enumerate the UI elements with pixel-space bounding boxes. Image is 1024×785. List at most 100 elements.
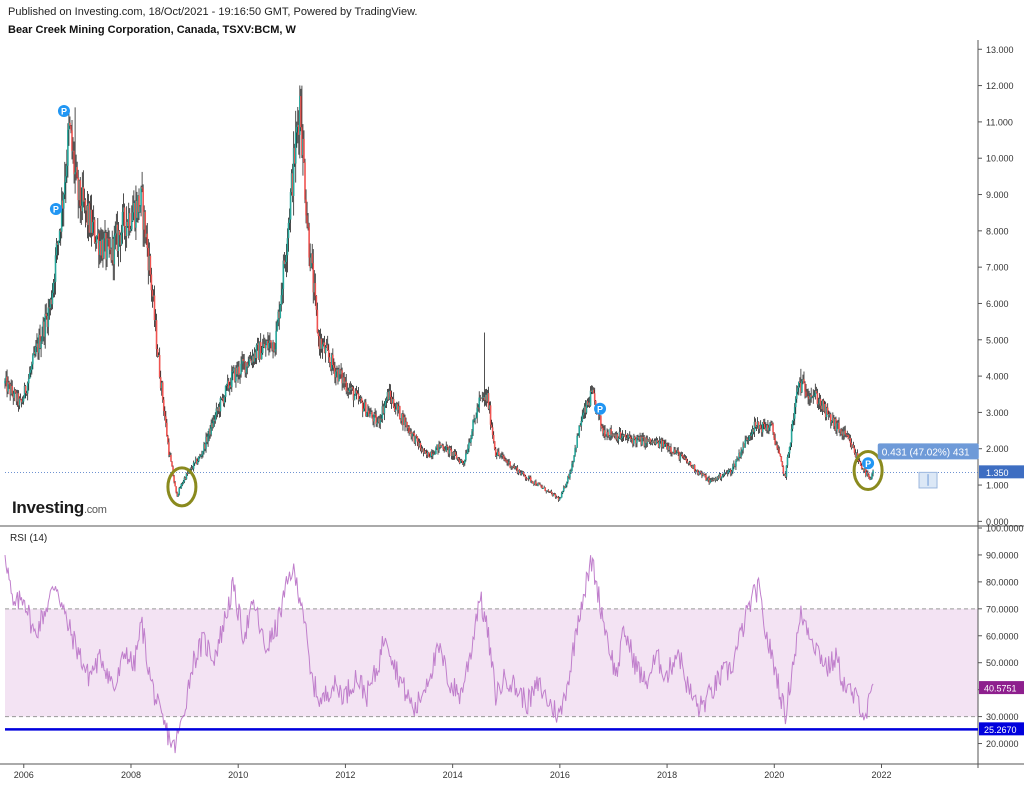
candle-body [755,425,758,427]
candle-body [509,461,511,468]
candle-body [302,138,304,156]
candle-body [701,473,703,476]
candle-body [44,313,47,337]
candle-body [742,443,744,450]
candle-body [287,222,290,239]
candle-body [362,408,365,412]
candle-body [840,429,842,435]
measure-label: 0.431 (47.02%) 431 [882,447,970,458]
candle-body [50,299,53,305]
candle-body [67,129,69,166]
candle-body [292,148,295,196]
candle-body [183,477,186,482]
candle-body [778,449,781,454]
candle-body [201,454,203,456]
candle-body [835,418,837,431]
candle-body [637,436,639,439]
candle-body [679,454,682,460]
candle-body [439,443,441,448]
candle-body [163,411,166,417]
candle-body [275,330,277,350]
candle-body [591,389,594,392]
candle-body [390,397,393,403]
rsi-support-badge [979,722,1024,736]
candle-body [552,493,555,496]
candle-body [170,454,172,462]
highlight-circle [166,466,198,508]
candle-body [27,378,30,384]
candle-body [272,342,274,351]
candle-body [489,405,492,425]
candle-body [24,385,27,394]
candle-body [88,203,91,233]
candle-body [152,295,155,297]
candle-body [855,453,858,458]
candle-body [102,239,104,259]
candle-body [828,414,831,416]
candle-body [153,295,156,321]
candle-body [717,476,720,479]
candle-body [600,415,602,426]
candle-body [40,341,42,349]
candle-body [213,419,216,422]
candle-body [315,295,318,310]
candle-body [274,349,276,352]
candle-body [423,450,426,453]
candle-body [199,456,201,457]
candle-body [700,471,702,474]
candle-body [43,321,45,337]
candle-body [60,200,63,232]
candle-body [41,336,43,342]
candle-body [551,493,554,496]
candle-body [196,461,199,464]
candle-body [687,462,690,464]
candle-body [345,381,348,392]
candle-body [809,395,811,400]
candle-body [184,477,187,480]
candle-body [191,468,194,470]
candle-body [688,462,691,464]
candle-body [356,393,359,395]
candle-body [178,488,181,494]
candle-body [338,368,340,382]
candle-body [440,445,442,448]
candle-body [408,426,410,434]
candle-body [556,496,559,498]
candle-body [587,402,590,406]
candle-body [788,447,791,454]
candle-body [682,456,685,458]
candle-body [622,435,625,437]
candle-body [791,420,794,429]
candle-body [229,385,232,388]
candle-body [540,485,542,487]
candle-body [744,440,747,448]
candle-body [520,473,523,475]
candle-body [228,385,231,389]
candle-body [200,455,202,457]
candle-body [536,485,538,486]
candle-body [568,476,570,478]
candle-body [462,463,465,465]
candle-body [756,421,759,426]
candle-body [644,437,647,446]
candle-body [776,444,778,449]
candle-body [281,288,284,296]
candle-body [826,407,829,415]
rsi-tick-label: 100.0000 [986,524,1024,534]
candle-body [478,397,481,408]
candle-body [704,475,706,476]
candle-body [837,422,839,424]
candle-body [83,199,86,202]
candle-body [511,466,514,468]
time-tick-label: 2012 [335,770,355,780]
candle-body [388,390,391,400]
candle-body [860,465,863,469]
candle-body [418,443,421,447]
price-tick-label: 1.000 [986,481,1009,491]
price-tick-label: 0.000 [986,517,1009,527]
candle-body [165,416,167,423]
time-tick-label: 2018 [657,770,677,780]
rsi-tick-label: 70.0000 [986,604,1019,614]
candle-body [245,362,248,373]
